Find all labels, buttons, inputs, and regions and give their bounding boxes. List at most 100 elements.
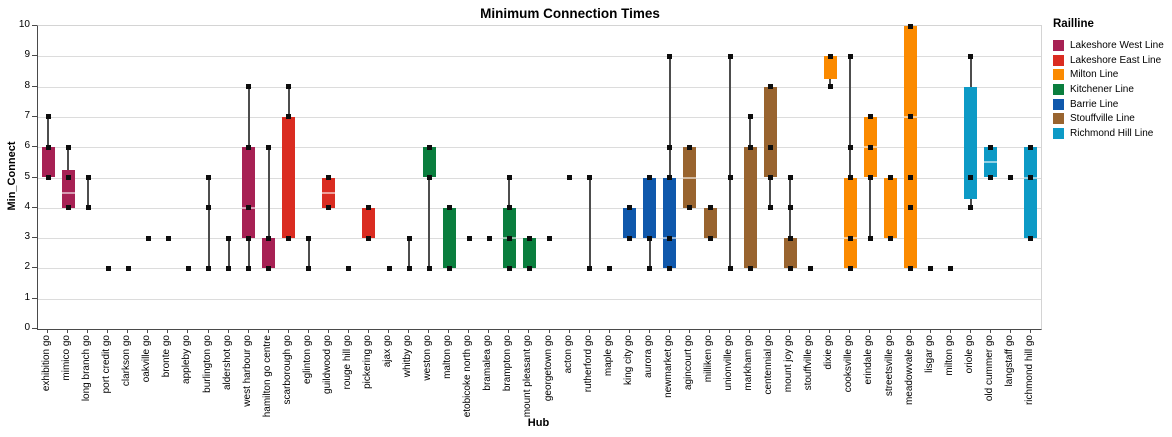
data-point xyxy=(908,205,914,211)
data-point xyxy=(908,114,914,120)
data-point xyxy=(807,265,813,271)
data-point xyxy=(506,235,512,241)
legend-entry: Lakeshore West Line xyxy=(1053,38,1171,53)
data-point xyxy=(246,144,252,150)
x-tick-label: maple go xyxy=(602,335,614,377)
x-tick xyxy=(327,329,329,333)
data-point xyxy=(667,175,673,180)
data-point xyxy=(226,235,232,241)
box-streetsville-go xyxy=(884,177,898,239)
data-point xyxy=(847,265,853,271)
x-tick xyxy=(648,329,650,333)
data-point xyxy=(627,235,633,241)
x-tick xyxy=(729,329,731,333)
whisker-aldershot-go xyxy=(227,238,230,269)
box-weston-go xyxy=(422,147,436,178)
box-milliken-go xyxy=(703,207,717,239)
box-richmond-hill-go xyxy=(1024,147,1038,239)
x-tick-label: markham go xyxy=(743,335,755,391)
data-point xyxy=(326,205,332,211)
x-tick xyxy=(1029,329,1031,333)
data-point xyxy=(326,175,332,180)
y-tick-label: 8 xyxy=(24,79,30,91)
y-tick xyxy=(32,267,37,269)
x-tick xyxy=(608,329,610,333)
data-point xyxy=(587,175,593,180)
x-tick-label: mount joy go xyxy=(783,335,795,393)
x-tick xyxy=(989,329,991,333)
data-point xyxy=(767,84,773,90)
gridline-y2 xyxy=(38,268,1041,270)
data-point xyxy=(667,235,673,241)
data-point xyxy=(506,175,512,180)
y-tick-label: 1 xyxy=(24,291,30,303)
y-tick-label: 3 xyxy=(24,231,30,243)
x-tick xyxy=(408,329,410,333)
x-tick-label: hamilton go centre xyxy=(261,335,273,418)
legend-swatch-icon xyxy=(1053,39,1064,51)
legend-label: Lakeshore West Line xyxy=(1070,39,1164,51)
x-tick-label: ajax go xyxy=(382,335,394,368)
x-tick xyxy=(528,329,530,333)
data-point xyxy=(266,144,272,150)
data-point xyxy=(1028,144,1034,150)
y-tick-label: 2 xyxy=(24,261,30,273)
legend-entries: Lakeshore West Line Lakeshore East Line Mi… xyxy=(1053,38,1171,141)
median-guildwood-go xyxy=(322,191,336,194)
whisker-eglinton-go xyxy=(307,238,310,269)
y-tick xyxy=(32,206,37,208)
data-point xyxy=(747,144,753,150)
x-tick-label: mimico go xyxy=(61,335,73,381)
box-pickering-go xyxy=(362,207,376,239)
x-tick-label: milton go xyxy=(943,335,955,376)
x-tick-label: bronte go xyxy=(161,335,173,378)
data-point xyxy=(908,265,914,271)
y-tick-label: 7 xyxy=(24,109,30,121)
legend-title: Railline xyxy=(1053,18,1094,30)
data-point xyxy=(486,235,492,241)
whisker-long-branch-go xyxy=(87,177,90,208)
box-hamilton-go-centre xyxy=(262,238,276,269)
x-tick xyxy=(227,329,229,333)
legend-label: Richmond Hill Line xyxy=(1070,127,1154,139)
data-point xyxy=(266,235,272,241)
x-tick xyxy=(829,329,831,333)
x-tick-label: whitby go xyxy=(402,335,414,378)
gridline-y9 xyxy=(38,56,1041,58)
y-tick xyxy=(32,237,37,239)
box-mimico-go xyxy=(61,169,75,208)
box-meadowvale-go xyxy=(904,26,918,269)
x-tick-label: brampton go xyxy=(502,335,514,392)
legend-label: Kitchener Line xyxy=(1070,83,1134,95)
x-tick xyxy=(789,329,791,333)
x-tick xyxy=(709,329,710,333)
data-point xyxy=(787,175,793,180)
data-point xyxy=(125,265,131,271)
y-tick xyxy=(32,328,37,329)
median-old-cummer-go xyxy=(984,161,998,164)
x-tick xyxy=(949,329,951,333)
x-tick xyxy=(468,329,470,333)
data-point xyxy=(406,265,412,271)
data-point xyxy=(847,53,853,59)
x-tick-label: etobicoke north go xyxy=(462,335,474,418)
x-tick-label: oriole go xyxy=(963,335,975,374)
data-point xyxy=(647,265,653,271)
x-tick xyxy=(187,329,189,333)
gridline-y7 xyxy=(38,116,1041,118)
data-point xyxy=(687,144,693,150)
x-tick xyxy=(929,329,931,333)
whisker-mount-joy-go xyxy=(789,177,792,269)
x-tick-label: eglinton go xyxy=(301,335,313,384)
gridline-y5 xyxy=(38,177,1041,179)
median-mimico-go xyxy=(61,191,75,194)
x-tick xyxy=(207,329,209,333)
data-point xyxy=(707,235,713,241)
legend-entry: Barrie Line xyxy=(1053,97,1171,112)
x-tick-label: erindale go xyxy=(863,335,875,385)
y-tick-label: 0 xyxy=(24,322,30,333)
whisker-cooksville-go xyxy=(849,56,852,269)
x-tick xyxy=(428,329,430,333)
box-mount-joy-go xyxy=(783,238,797,269)
legend-swatch-icon xyxy=(1053,69,1064,81)
